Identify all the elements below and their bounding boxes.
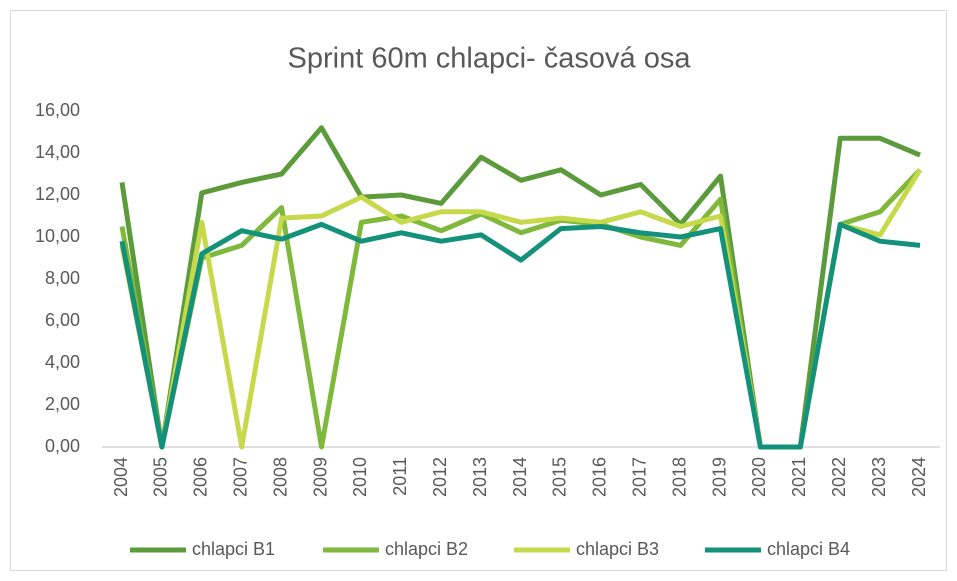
- y-tick-label: 2,00: [45, 394, 80, 414]
- x-tick-label: 2018: [669, 457, 689, 497]
- x-tick-label: 2010: [350, 457, 370, 497]
- x-tick-label: 2015: [550, 457, 570, 497]
- x-tick-label: 2008: [270, 457, 290, 497]
- x-tick-label: 2009: [310, 457, 330, 497]
- x-tick-label: 2021: [789, 457, 809, 497]
- x-tick-label: 2023: [869, 457, 889, 497]
- chart-border: [10, 10, 947, 571]
- x-tick-label: 2004: [111, 457, 131, 497]
- x-tick-label: 2007: [230, 457, 250, 497]
- x-tick-label: 2019: [709, 457, 729, 497]
- y-tick-label: 14,00: [35, 142, 80, 162]
- x-tick-label: 2014: [510, 457, 530, 497]
- y-tick-label: 6,00: [45, 310, 80, 330]
- chart-title: Sprint 60m chlapci- časová osa: [288, 43, 692, 75]
- y-tick-label: 4,00: [45, 352, 80, 372]
- y-tick-label: 8,00: [45, 268, 80, 288]
- legend-label: chlapci B1: [192, 539, 275, 559]
- x-tick-label: 2017: [629, 457, 649, 497]
- y-tick-label: 0,00: [45, 436, 80, 456]
- legend-label: chlapci B3: [576, 539, 659, 559]
- x-tick-label: 2005: [151, 457, 171, 497]
- y-tick-label: 16,00: [35, 100, 80, 120]
- x-tick-label: 2022: [829, 457, 849, 497]
- legend-label: chlapci B4: [767, 539, 850, 559]
- x-tick-label: 2012: [430, 457, 450, 497]
- x-tick-label: 2020: [749, 457, 769, 497]
- legend-label: chlapci B2: [385, 539, 468, 559]
- y-tick-label: 10,00: [35, 226, 80, 246]
- y-tick-label: 12,00: [35, 184, 80, 204]
- x-tick-label: 2006: [191, 457, 211, 497]
- x-tick-label: 2013: [470, 457, 490, 497]
- line-series: [119, 221, 921, 450]
- x-tick-label: 2024: [909, 457, 929, 497]
- x-tick-label: 2011: [390, 457, 410, 496]
- x-tick-label: 2016: [590, 457, 610, 497]
